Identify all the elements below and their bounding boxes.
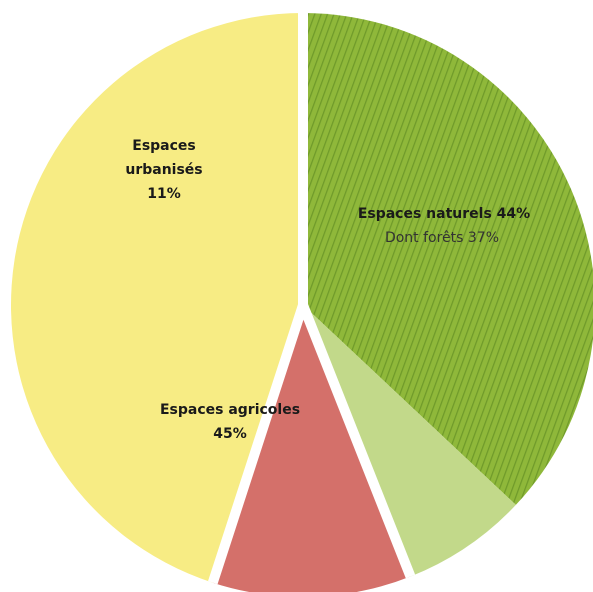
slice-separator-4 bbox=[208, 303, 308, 585]
pie-slice-4 bbox=[10, 13, 304, 583]
label-naturels: Espaces naturels 44% Dont forêts 37% bbox=[358, 206, 530, 246]
pie-slice-1 bbox=[303, 13, 593, 505]
label-naturels-forets: Dont forêts 37% bbox=[385, 230, 499, 246]
label-urbanises-line2: urbanisés bbox=[125, 162, 202, 178]
label-agricoles-value: 45% bbox=[213, 426, 247, 442]
label-urbanises-value: 11% bbox=[147, 186, 181, 202]
pie-slices bbox=[10, 13, 593, 592]
slice-separator-3 bbox=[298, 303, 416, 579]
label-urbanises: Espaces urbanisés 11% bbox=[125, 138, 202, 202]
label-naturels-title: Espaces naturels 44% bbox=[358, 206, 530, 222]
label-agricoles-title: Espaces agricoles bbox=[160, 402, 300, 418]
pie-slice-2 bbox=[303, 305, 516, 577]
label-agricoles: Espaces agricoles 45% bbox=[160, 402, 300, 442]
pie-slice-3 bbox=[212, 305, 411, 592]
label-urbanises-line1: Espaces bbox=[132, 138, 196, 154]
